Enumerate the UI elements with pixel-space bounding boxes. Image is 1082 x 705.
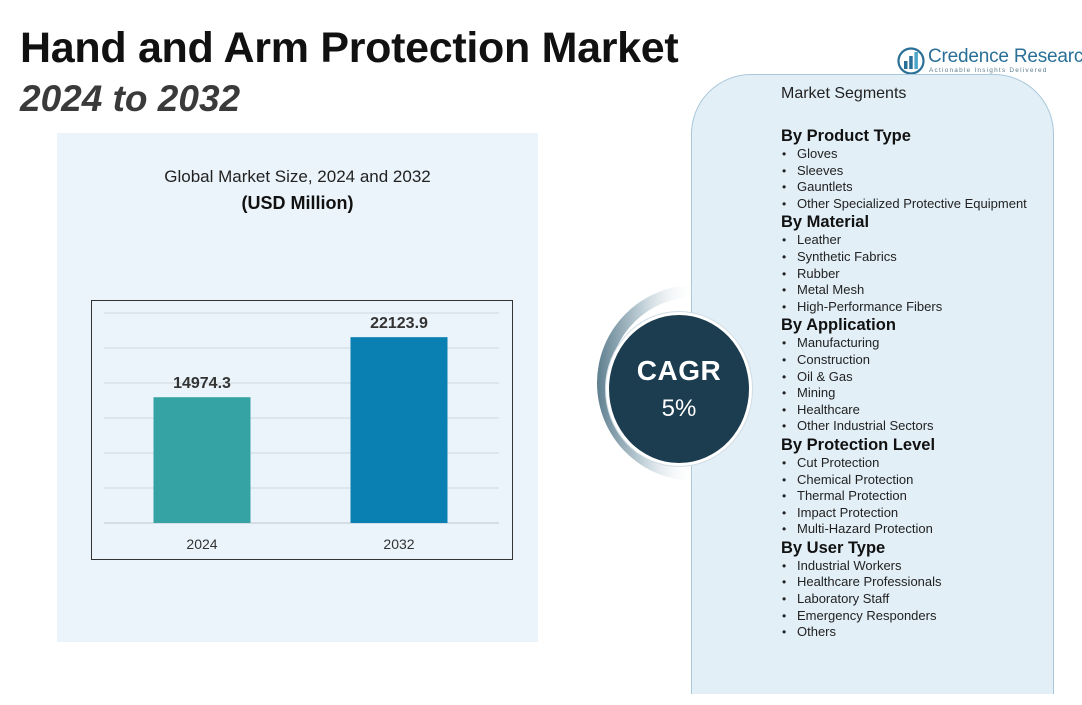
brand-logo: Credence Research Actionable Insights De… (897, 45, 1082, 77)
segment-item: Healthcare (781, 402, 1051, 419)
bar-chart: 14974.3 2024 22123.9 2032 (104, 312, 499, 552)
cagr-label: CAGR (636, 355, 722, 386)
bar-value-label: 14974.3 (173, 375, 231, 392)
segment-group-title: By Protection Level (781, 435, 936, 454)
plot-area: 14974.3 2024 22123.9 2032 (91, 300, 513, 560)
segment-group-title: By Product Type (781, 127, 911, 145)
segment-item: Others (781, 624, 1051, 641)
segments-list: By Product TypeGlovesSleevesGauntletsOth… (781, 126, 1051, 641)
segment-group: By User TypeIndustrial WorkersHealthcare… (781, 538, 1051, 641)
page-subtitle: 2024 to 2032 (20, 78, 241, 119)
segment-item: Laboratory Staff (781, 591, 1051, 608)
segment-item: Manufacturing (781, 335, 1051, 352)
segment-item: Industrial Workers (781, 558, 1051, 575)
segment-item: Leather (781, 232, 1051, 249)
chart-panel: Global Market Size, 2024 and 2032 (USD M… (57, 133, 538, 642)
segment-group: By Protection LevelCut ProtectionChemica… (781, 435, 1051, 538)
segment-item: Emergency Responders (781, 608, 1051, 625)
segment-group: By Product TypeGlovesSleevesGauntletsOth… (781, 126, 1051, 212)
segment-item: Other Industrial Sectors (781, 418, 1051, 435)
segment-group: By ApplicationManufacturingConstructionO… (781, 315, 1051, 435)
bar-2024 (153, 397, 251, 523)
x-tick-label: 2032 (383, 536, 414, 552)
chart-unit: (USD Million) (241, 193, 354, 213)
cagr-value: 5% (661, 395, 697, 422)
segment-item: Mining (781, 385, 1051, 402)
segment-item: Multi-Hazard Protection (781, 521, 1051, 538)
bar-2032 (350, 337, 448, 523)
segment-item: Metal Mesh (781, 282, 1051, 299)
brand-name: Credence Research (928, 46, 1082, 67)
cagr-badge: CAGR 5% (606, 312, 752, 466)
segment-group-title: By Material (781, 213, 870, 232)
segment-item: Thermal Protection (781, 488, 1051, 505)
bar-value-label: 22123.9 (370, 315, 428, 332)
segment-item: Synthetic Fabrics (781, 249, 1051, 266)
segment-item: Oil & Gas (781, 369, 1051, 386)
page-title: Hand and Arm Protection Market (20, 24, 679, 72)
bar-chart-logo-icon (897, 47, 925, 75)
brand-tagline: Actionable Insights Delivered (929, 67, 1048, 74)
segment-group-title: By Application (781, 316, 896, 335)
segment-item: Gauntlets (781, 179, 1051, 196)
segment-item: Gloves (781, 146, 1051, 163)
segment-item: Rubber (781, 266, 1051, 283)
segment-item: Chemical Protection (781, 472, 1051, 489)
segment-item: Sleeves (781, 163, 1051, 180)
segment-item: Healthcare Professionals (781, 574, 1051, 591)
segments-heading: Market Segments (781, 85, 907, 102)
segment-group: By MaterialLeatherSynthetic FabricsRubbe… (781, 212, 1051, 315)
segment-item: High-Performance Fibers (781, 299, 1051, 316)
segment-item: Construction (781, 352, 1051, 369)
segment-group-title: By User Type (781, 538, 886, 557)
segment-item: Impact Protection (781, 505, 1051, 522)
segment-item: Other Specialized Protective Equipment (781, 196, 1051, 213)
chart-title: Global Market Size, 2024 and 2032 (164, 167, 431, 186)
segment-item: Cut Protection (781, 455, 1051, 472)
x-tick-label: 2024 (186, 536, 217, 552)
